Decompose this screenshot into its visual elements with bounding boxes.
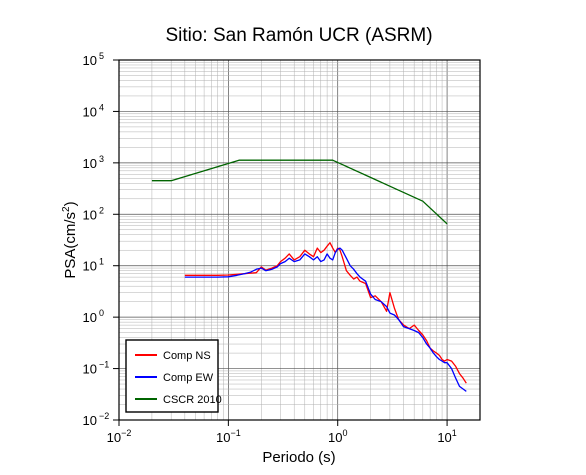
- x-tick-label-exp: −2: [121, 428, 131, 438]
- y-tick-label: 10 2: [83, 205, 104, 222]
- y-tick-label: 10 −1: [83, 360, 110, 377]
- x-tick-label-exp: 1: [452, 428, 457, 438]
- x-tick-label-exp: −1: [230, 428, 240, 438]
- legend-entry-label: CSCR 2010: [163, 394, 222, 406]
- chart-title: Sitio: San Ramón UCR (ASRM): [165, 25, 432, 46]
- y-tick-label: 10 −2: [83, 411, 110, 428]
- y-tick-label: 10 5: [83, 51, 104, 68]
- y-tick-label-base: 10: [83, 156, 97, 171]
- y-axis-label-close: ): [62, 201, 79, 206]
- y-tick-label-base: 10: [83, 259, 97, 274]
- y-axis-label-text: PSA(cm/s: [62, 212, 79, 279]
- y-tick-label: 10 3: [83, 154, 104, 171]
- x-tick-label-exp: 0: [342, 428, 347, 438]
- x-tick-label-base: 10: [107, 430, 121, 445]
- grid-lines: [118, 59, 481, 421]
- x-tick-label-base: 10: [216, 430, 230, 445]
- y-tick-label-base: 10: [83, 413, 97, 428]
- y-tick-label-exp: 4: [99, 102, 104, 112]
- x-tick-label: 101: [437, 428, 456, 445]
- y-axis-label: PSA(cm/s2): [61, 201, 79, 278]
- y-tick-label-base: 10: [83, 310, 97, 325]
- y-tick-label-base: 10: [83, 53, 97, 68]
- plot-area-frame: [118, 59, 481, 421]
- y-tick-label: 10 0: [83, 308, 104, 325]
- axis-ticks: [113, 59, 448, 426]
- y-axis-label-sup: 2: [61, 206, 72, 212]
- series-line-cscr-2010: [151, 159, 448, 225]
- series-line-comp-ew: [184, 247, 467, 392]
- series-line-comp-ns: [184, 242, 467, 384]
- y-tick-label-base: 10: [83, 362, 97, 377]
- y-tick-label-base: 10: [83, 104, 97, 119]
- legend-entry-label: Comp NS: [163, 350, 211, 362]
- x-tick-label: 100: [328, 428, 347, 445]
- x-axis-label: Periodo (s): [262, 449, 335, 466]
- y-tick-label-exp: −1: [99, 360, 109, 370]
- x-tick-label-base: 10: [437, 430, 451, 445]
- x-tick-labels: 10−2 10−1 100 101: [107, 428, 457, 445]
- y-tick-label-exp: 5: [99, 51, 104, 61]
- y-tick-label-exp: 0: [99, 308, 104, 318]
- x-tick-label-base: 10: [328, 430, 342, 445]
- y-tick-label: 10 4: [83, 102, 104, 119]
- legend: Comp NS Comp EW CSCR 2010: [125, 339, 222, 413]
- data-series: [151, 159, 467, 392]
- x-tick-label: 10−1: [216, 428, 241, 445]
- y-tick-label-exp: 1: [99, 257, 104, 267]
- y-tick-label-exp: 3: [99, 154, 104, 164]
- y-tick-label-exp: 2: [99, 205, 104, 215]
- y-tick-label-base: 10: [83, 207, 97, 222]
- legend-entry-label: Comp EW: [163, 372, 214, 384]
- y-tick-label-exp: −2: [99, 411, 109, 421]
- y-tick-label: 10 1: [83, 257, 104, 274]
- x-tick-label: 10−2: [107, 428, 132, 445]
